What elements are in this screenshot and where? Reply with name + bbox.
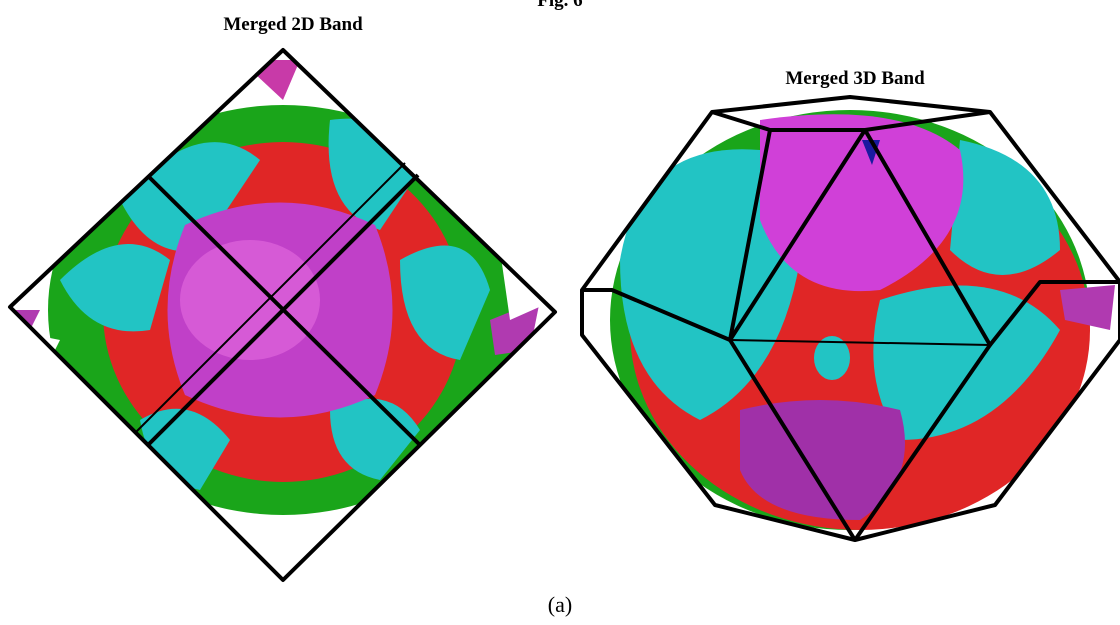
fermi-surface-2d bbox=[10, 60, 555, 515]
panel-label: Merged 2D Band bbox=[223, 14, 363, 35]
fermi-surface-3d bbox=[580, 95, 1120, 545]
figure-title: Fig. 6 bbox=[537, 0, 582, 11]
figure: Fig. 6 Merged 2D Band Merged 3D Band (a) bbox=[0, 0, 1120, 625]
panel-label: Merged 3D Band bbox=[785, 68, 925, 89]
caption: (a) bbox=[548, 592, 572, 617]
